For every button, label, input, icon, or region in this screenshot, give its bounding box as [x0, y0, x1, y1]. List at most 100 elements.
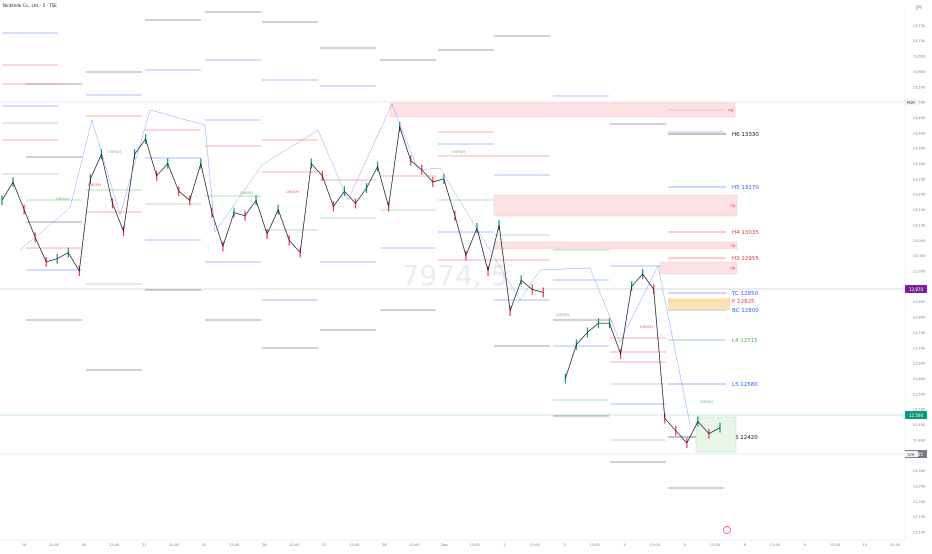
x-tick-label: 12:00: [830, 543, 841, 547]
event-marker-icon: [723, 526, 731, 534]
choch-label: CHOCH: [700, 400, 713, 404]
price-series-line: [1, 126, 544, 312]
x-tick-label: 12:00: [109, 543, 120, 547]
x-tick-label: 12:00: [710, 543, 721, 547]
y-tick-label: 13,550: [913, 85, 926, 89]
pivot-level-label: H3 12955: [732, 256, 759, 262]
choch-label: CHOCH: [286, 190, 299, 194]
y-tick-label: 12,600: [913, 377, 926, 381]
low-tag: [904, 451, 918, 457]
pivot-level-label: L6 12420: [732, 435, 758, 441]
x-tick-label: 9: [804, 543, 807, 547]
order-block-label: OB: [730, 204, 736, 208]
order-block-zone: [493, 194, 738, 217]
x-tick-label: 20: [82, 543, 87, 547]
y-tick-label: 12,850: [913, 300, 926, 304]
y-tick-label: 13,750: [913, 24, 926, 28]
x-tick-label: 12:00: [770, 543, 781, 547]
choch-label: CHOCH: [56, 197, 69, 201]
currency-label: JPY: [916, 5, 922, 10]
watermark: 7974, 5: [402, 259, 509, 292]
choch-label: CHOCH: [88, 183, 101, 187]
x-tick-label: 12:00: [890, 543, 901, 547]
x-tick-label: 12:00: [409, 543, 420, 547]
order-block-label: OB: [730, 244, 736, 248]
y-tick-label: 12,200: [913, 500, 926, 504]
choch-label: CHOCH: [240, 191, 253, 195]
y-tick-label: 13,000: [913, 254, 926, 258]
x-tick-label: 12:00: [589, 543, 600, 547]
y-tick-label: 13,200: [913, 193, 926, 197]
pivot-level-label: H6 13330: [732, 132, 759, 138]
y-tick-label: 13,500: [913, 101, 926, 105]
x-tick-label: 25: [202, 543, 207, 547]
y-tick-label: 12,300: [913, 469, 926, 473]
x-tick-label: 12:00: [650, 543, 661, 547]
x-tick-label: 21: [142, 543, 147, 547]
x-tick-label: 12:00: [349, 543, 360, 547]
x-tick-label: 4: [624, 543, 627, 547]
y-tick-label: 13,600: [913, 70, 926, 74]
x-tick-label: 28: [382, 543, 387, 547]
pivot-level-label: P 12825: [732, 299, 755, 305]
x-tick-label: 5: [684, 543, 686, 547]
high-tag: [904, 99, 918, 105]
pivot-level-label: L4 12715: [732, 338, 758, 344]
order-block-label: OB: [730, 267, 736, 271]
symbol-title: Nintendo Co., Ltd. · 5 · TSE: [3, 3, 57, 8]
x-tick-label: Dec: [441, 543, 448, 547]
price-badge-label: 12,870: [909, 287, 923, 292]
x-tick-label: 12:00: [49, 543, 60, 547]
y-tick-label: 12,550: [913, 392, 926, 396]
y-tick-label: 12,950: [913, 270, 926, 274]
choch-label: CHOCH: [556, 313, 569, 317]
low-tag-label: Low: [907, 453, 914, 457]
y-tick-label: 12,500: [913, 408, 926, 412]
y-tick-label: 13,150: [913, 208, 926, 212]
y-tick-label: 12,650: [913, 362, 926, 366]
y-tick-label: 12,700: [913, 346, 926, 350]
x-tick-label: 26: [262, 543, 267, 547]
y-tick-label: 12,800: [913, 316, 926, 320]
pivot-level-label: BC 12800: [732, 308, 759, 314]
y-tick-label: 12,750: [913, 331, 926, 335]
x-tick-label: 19: [22, 543, 27, 547]
y-tick-label: 13,650: [913, 55, 926, 59]
choch-label: CHOCH: [640, 325, 653, 329]
price-series-line: [565, 273, 721, 444]
x-tick-label: 12:00: [169, 543, 180, 547]
y-tick-label: 13,250: [913, 177, 926, 181]
y-tick-label: 12,400: [913, 438, 926, 442]
x-tick-label: 12:00: [289, 543, 300, 547]
swing-zigzag: [19, 103, 691, 425]
order-block-zone: [659, 261, 738, 275]
pivot-level-label: L5 12580: [732, 382, 758, 388]
x-tick-label: 12:00: [469, 543, 480, 547]
x-tick-label: 27: [322, 543, 327, 547]
x-tick-label: 12:00: [229, 543, 240, 547]
choch-label: CHOCH: [108, 150, 121, 154]
y-tick-label: 13,100: [913, 223, 926, 227]
x-tick-label: 3: [563, 543, 565, 547]
green-zone: [695, 416, 737, 453]
x-tick-label: 2: [503, 543, 505, 547]
price-badge: [905, 411, 927, 419]
choch-label: CHOCH: [452, 150, 465, 154]
x-tick-label: 6: [744, 543, 747, 547]
order-block-zone: [493, 241, 738, 250]
y-tick-label: 13,050: [913, 239, 926, 243]
order-block-label: OB: [728, 109, 734, 113]
y-tick-label: 12,150: [913, 515, 926, 519]
pivot-level-label: TC 12850: [731, 291, 759, 297]
order-block-zone: [389, 102, 736, 118]
pivot-level-label: H4 13035: [732, 230, 759, 236]
y-tick-label: 13,300: [913, 162, 926, 166]
y-tick-label: 13,400: [913, 131, 926, 135]
high-tag-label: High: [907, 101, 915, 105]
x-tick-label: 10: [863, 543, 868, 547]
pivot-level-label: H5 13170: [732, 185, 759, 191]
price-badge-label: 12,500: [909, 413, 923, 418]
y-tick-label: 12,100: [913, 531, 926, 535]
